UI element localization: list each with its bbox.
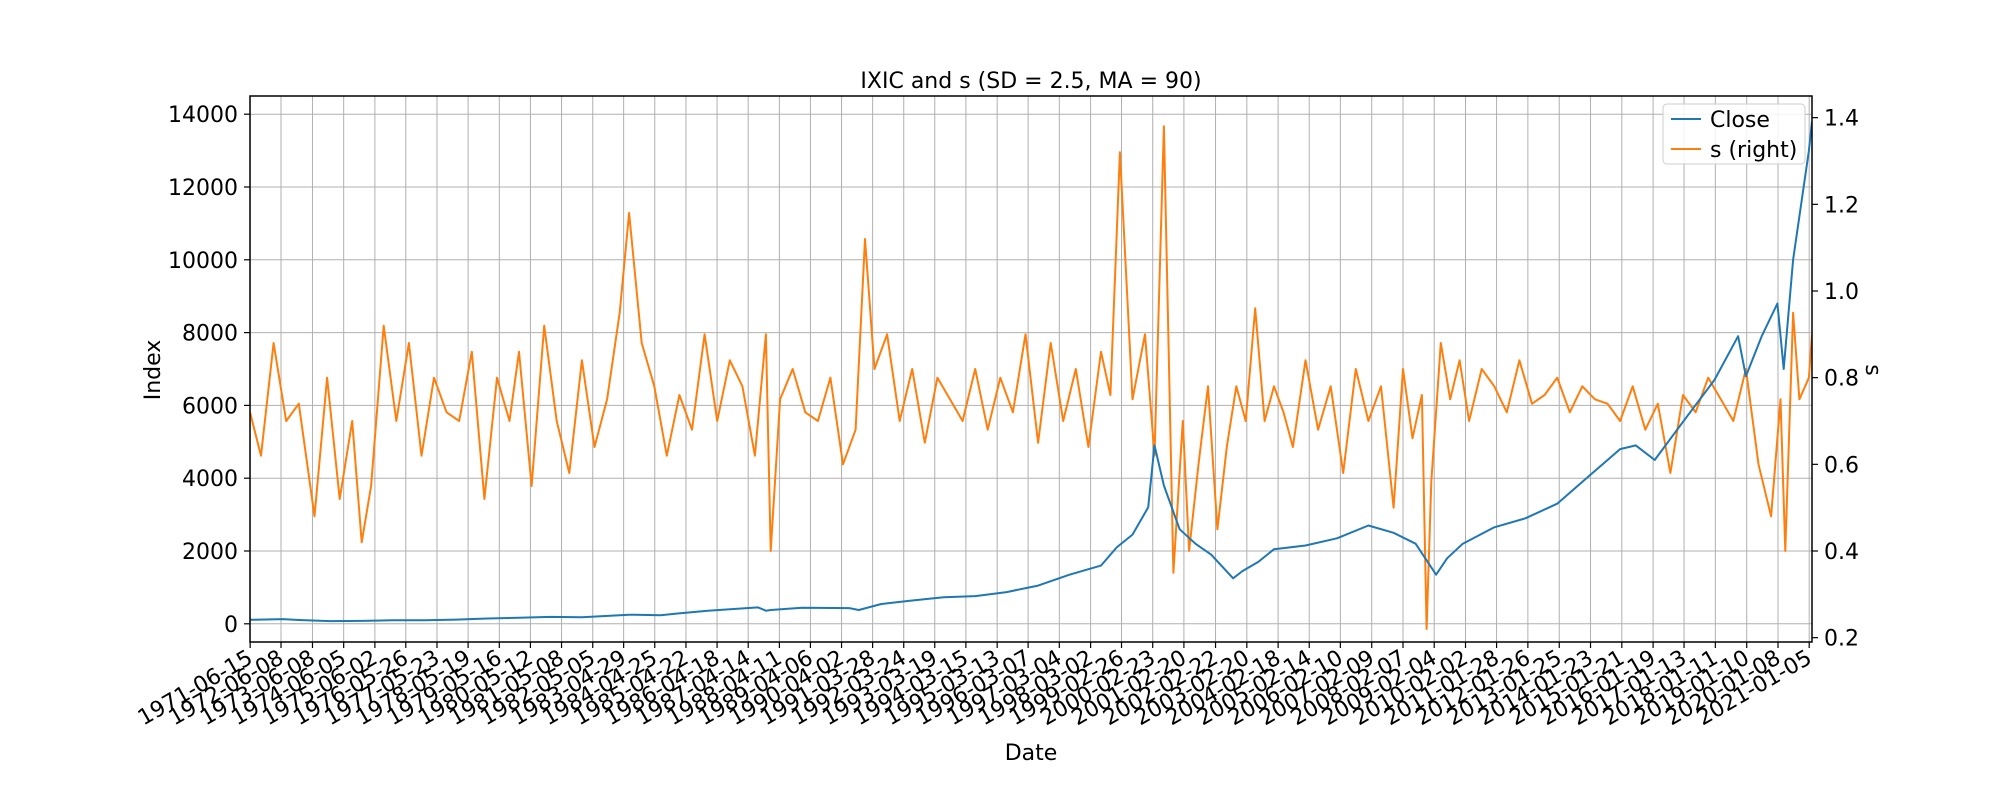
y-tick-label: 14000 — [168, 103, 238, 128]
x-axis-title: Date — [1005, 741, 1058, 766]
y-tick-label: 10000 — [168, 249, 238, 274]
y2-tick-label: 0.4 — [1824, 540, 1859, 565]
y2-tick-label: 1.0 — [1824, 280, 1859, 305]
legend-label-close: Close — [1710, 108, 1770, 133]
y-tick-label: 4000 — [182, 467, 238, 492]
y-tick-label: 8000 — [182, 322, 238, 347]
y2-tick-label: 1.2 — [1824, 193, 1859, 218]
y-axis-title: Index — [141, 340, 166, 401]
legend-label-s: s (right) — [1710, 138, 1797, 163]
y2-axis-title: s — [1860, 364, 1885, 375]
y2-tick-label: 0.6 — [1824, 453, 1859, 478]
y-tick-label: 2000 — [182, 540, 238, 565]
y-tick-label: 6000 — [182, 394, 238, 419]
y-tick-label: 12000 — [168, 176, 238, 201]
chart-title: IXIC and s (SD = 2.5, MA = 90) — [860, 69, 1201, 94]
y2-tick-label: 0.2 — [1824, 627, 1859, 652]
y2-tick-label: 0.8 — [1824, 367, 1859, 392]
legend: Close s (right) — [1663, 104, 1805, 164]
y-tick-label: 0 — [224, 613, 238, 638]
y2-tick-label: 1.4 — [1824, 107, 1859, 132]
